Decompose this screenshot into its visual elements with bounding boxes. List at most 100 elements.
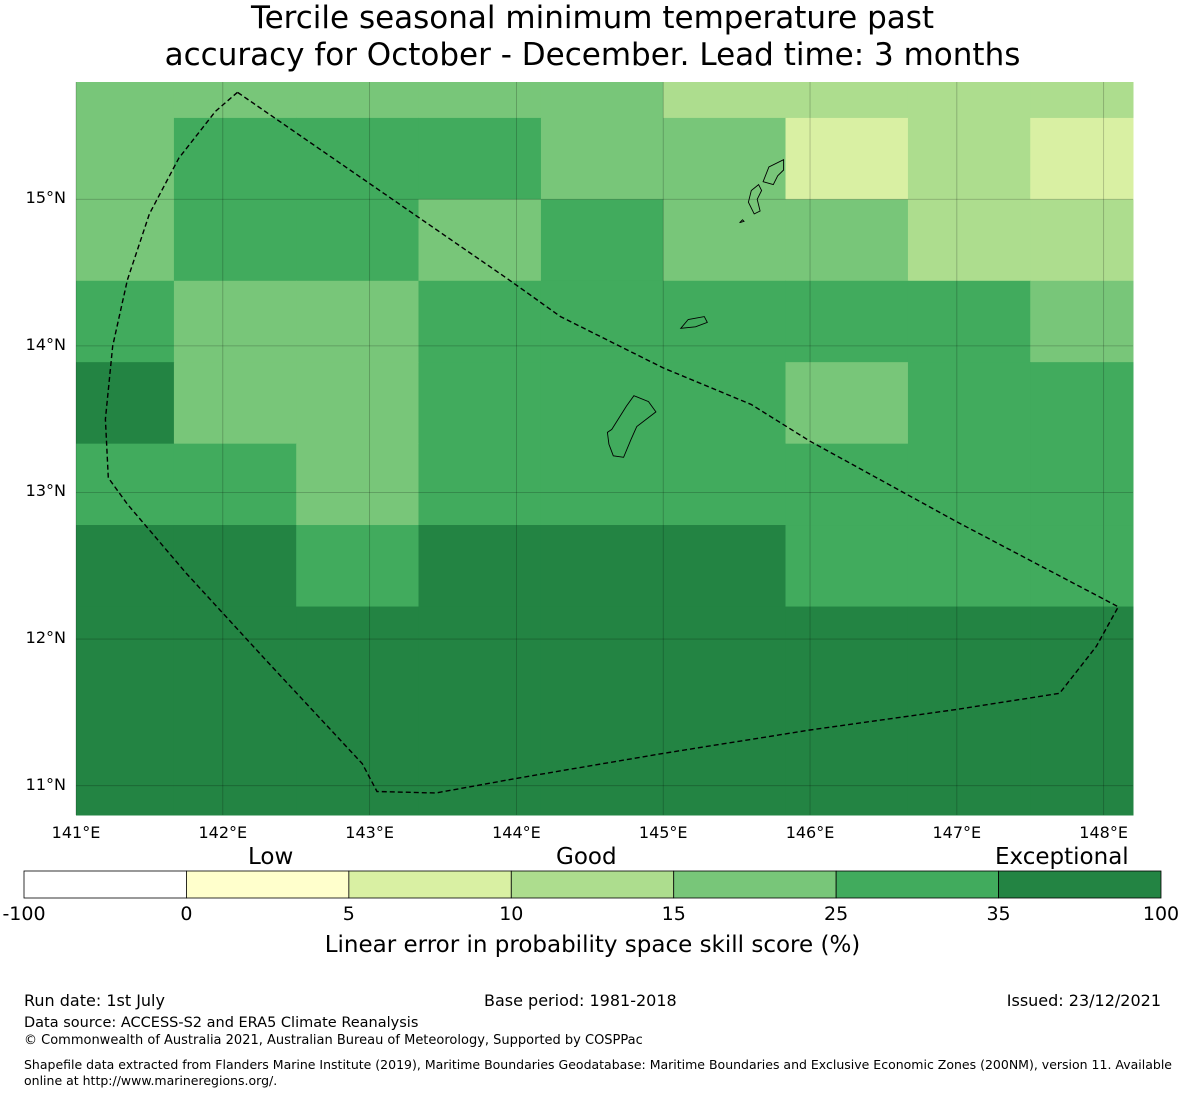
island-outline <box>679 316 708 329</box>
grid-cell <box>785 117 909 200</box>
grid-cell <box>173 117 297 200</box>
island-outline <box>739 219 745 224</box>
grid-cell <box>76 280 175 363</box>
colorbar-tick-label: 100 <box>1142 903 1180 925</box>
colorbar-label-good: Good <box>556 844 617 870</box>
colorbar-bin <box>998 870 1162 899</box>
longitude-label: 143°E <box>345 823 394 842</box>
grid-cell <box>540 362 664 445</box>
longitude-label: 146°E <box>785 823 835 842</box>
grid-cell <box>173 280 297 363</box>
grid-cell <box>663 606 787 816</box>
colorbar-title: Linear error in probability space skill … <box>324 932 861 958</box>
grid-cell <box>540 82 664 119</box>
longitude-label: 144°E <box>492 823 541 842</box>
grid-cell <box>907 606 1031 816</box>
colorbar-tick-label: 10 <box>499 903 524 925</box>
grid-cell <box>76 362 175 445</box>
base-period: Base period: 1981-2018 <box>484 991 677 1010</box>
skill-grid <box>76 82 1134 816</box>
colorbar-bin <box>348 870 512 899</box>
colorbar-bin <box>23 870 187 899</box>
colorbar-tick-label: 5 <box>342 903 355 925</box>
grid-cell <box>76 82 175 119</box>
colorbar-tick-label: 0 <box>180 903 193 925</box>
colorbar-tick-label: -100 <box>2 903 46 925</box>
grid-cell <box>418 82 542 119</box>
grid-cell <box>76 525 175 608</box>
grid-cell <box>1030 362 1134 445</box>
grid-cell <box>1030 82 1134 119</box>
colorbar-tick-label: 25 <box>824 903 849 925</box>
issued-date: Issued: 23/12/2021 <box>1006 991 1161 1010</box>
grid-cell <box>418 280 542 363</box>
grid-cell <box>907 443 1031 526</box>
grid-cell <box>785 606 909 816</box>
grid-cell <box>907 82 1031 119</box>
grid-cell <box>663 199 787 282</box>
grid-cell <box>907 199 1031 282</box>
colorbar-label-exceptional: Exceptional <box>995 844 1129 870</box>
data-source: Data source: ACCESS-S2 and ERA5 Climate … <box>24 1015 419 1031</box>
grid-cell <box>296 443 419 526</box>
copyright: © Commonwealth of Australia 2021, Austra… <box>24 1033 643 1048</box>
run-date: Run date: 1st July <box>24 991 165 1010</box>
grid-cell <box>1030 117 1134 200</box>
grid-cell <box>540 606 664 816</box>
graticule <box>75 82 1133 815</box>
longitude-label: 148°E <box>1079 823 1128 842</box>
map-title-line2: accuracy for October - December. Lead ti… <box>164 37 1021 73</box>
grid-cell <box>1030 280 1134 363</box>
grid-cell <box>540 117 664 200</box>
longitude-label: 142°E <box>198 823 248 842</box>
grid-cell <box>76 443 175 526</box>
longitude-label: 145°E <box>638 823 688 842</box>
longitude-label: 147°E <box>932 823 982 842</box>
grid-cell <box>76 606 175 816</box>
grid-cell <box>663 280 787 363</box>
grid-cell <box>296 525 419 608</box>
grid-cell <box>76 117 175 200</box>
island-outline <box>747 183 763 215</box>
latitude-label: 13°N <box>25 481 66 501</box>
island-outline <box>762 158 785 186</box>
grid-cell <box>785 82 909 119</box>
latitude-label: 11°N <box>25 774 66 794</box>
grid-cell <box>663 117 787 200</box>
grid-cell <box>663 525 787 608</box>
grid-cell <box>907 280 1031 363</box>
grid-cell <box>785 199 909 282</box>
grid-cell <box>1030 606 1134 816</box>
grid-cell <box>418 443 542 526</box>
island-outline <box>606 395 657 458</box>
grid-cell <box>418 362 542 445</box>
grid-cell <box>173 443 297 526</box>
grid-cell <box>1030 525 1134 608</box>
grid-cell <box>173 606 297 816</box>
grid-cell <box>296 117 419 200</box>
grid-cell <box>907 525 1031 608</box>
grid-cell <box>296 362 419 445</box>
grid-cell <box>540 443 664 526</box>
grid-cell <box>785 525 909 608</box>
grid-cell <box>173 525 297 608</box>
longitude-label: 141°E <box>51 823 101 842</box>
grid-cell <box>418 525 542 608</box>
grid-cell <box>1030 443 1134 526</box>
grid-cell <box>785 280 909 363</box>
grid-cell <box>296 280 419 363</box>
grid-cell <box>663 443 787 526</box>
grid-cell <box>418 606 542 816</box>
grid-cell <box>1030 199 1134 282</box>
latitude-label: 12°N <box>25 628 66 648</box>
colorbar-tick-label: 35 <box>986 903 1011 925</box>
grid-cell <box>540 199 664 282</box>
colorbar-label-low: Low <box>248 844 294 870</box>
grid-cell <box>663 362 787 445</box>
shapefile-note: Shapefile data extracted from Flanders M… <box>24 1057 1172 1088</box>
grid-cell <box>418 117 542 200</box>
colorbar-bin <box>673 870 837 899</box>
colorbar-tick-label: 15 <box>661 903 686 925</box>
grid-cell <box>907 362 1031 445</box>
